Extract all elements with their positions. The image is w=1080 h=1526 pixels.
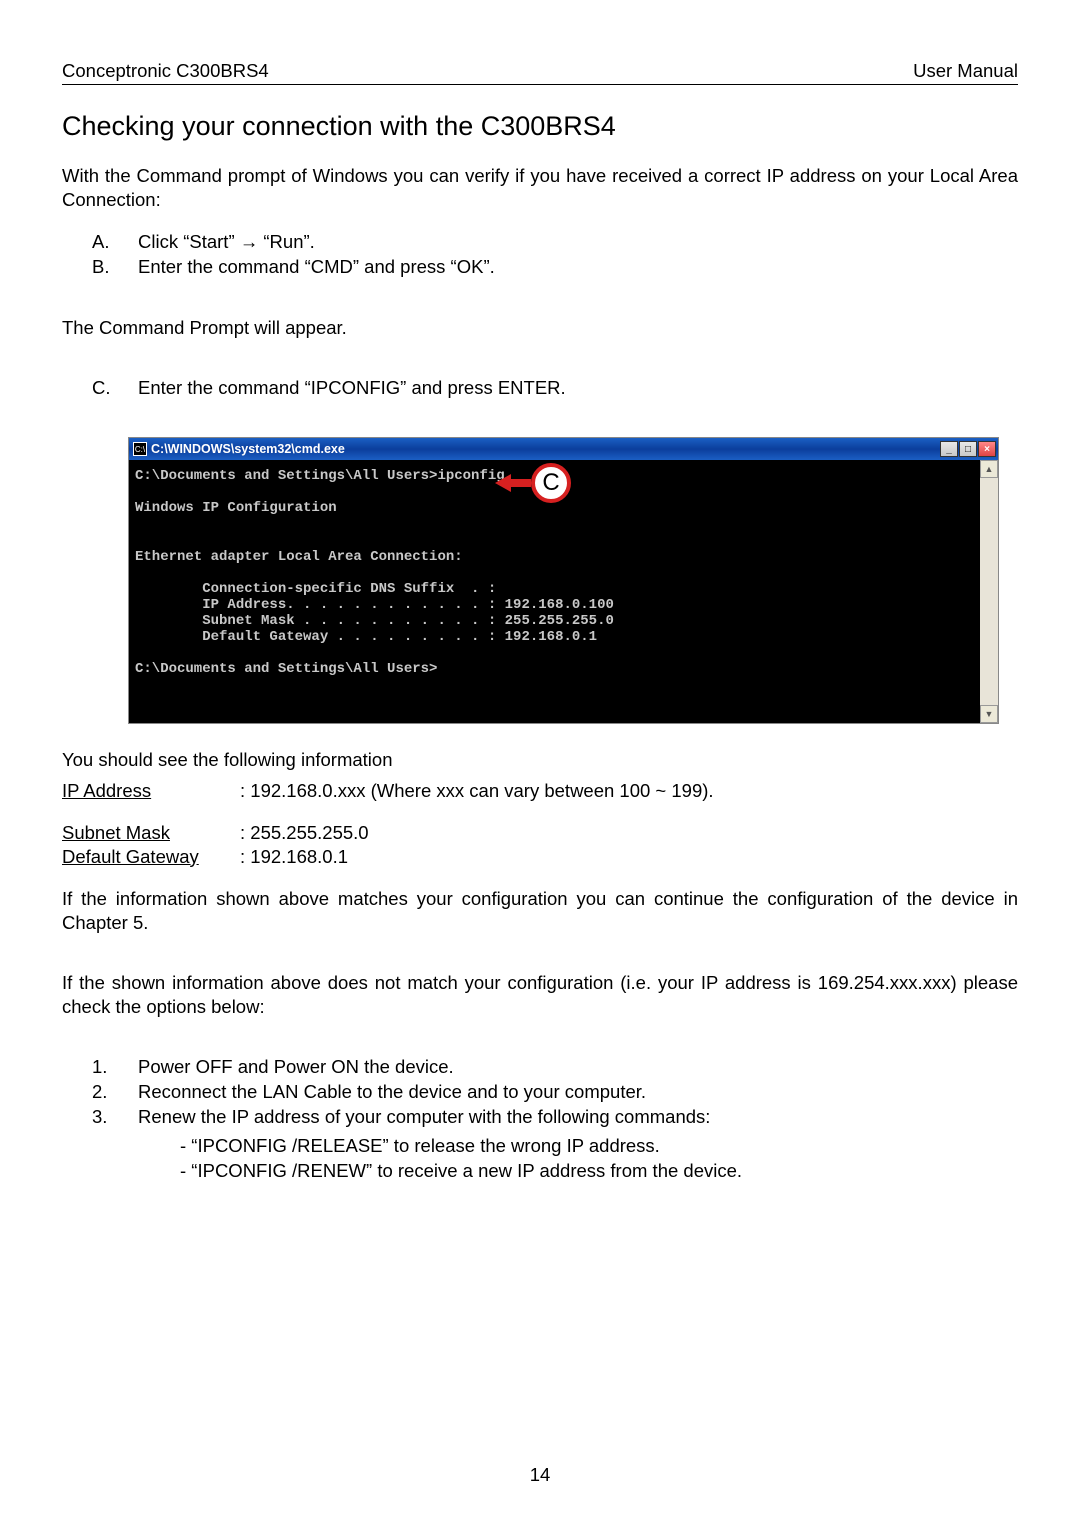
document-page: Conceptronic C300BRS4 User Manual Checki… <box>0 0 1080 1526</box>
prompt-appear-text: The Command Prompt will appear. <box>62 316 1018 340</box>
info-label: Default Gateway <box>62 845 240 869</box>
info-row-gateway: Default Gateway : 192.168.0.1 <box>62 845 1018 869</box>
cmd-body-wrap: C:\Documents and Settings\All Users>ipco… <box>129 460 998 723</box>
match-text: If the information shown above matches y… <box>62 887 1018 935</box>
step-text: Reconnect the LAN Cable to the device an… <box>138 1080 646 1105</box>
step-c-list: C. Enter the command “IPCONFIG” and pres… <box>92 376 1018 401</box>
page-number: 14 <box>0 1464 1080 1486</box>
no-match-text: If the shown information above does not … <box>62 971 1018 1019</box>
cmd-titlebar: C:\ C:\WINDOWS\system32\cmd.exe _ □ × <box>129 438 998 460</box>
section-title: Checking your connection with the C300BR… <box>62 111 1018 142</box>
step-a: A. Click “Start” → “Run”. <box>92 230 1018 255</box>
header-left: Conceptronic C300BRS4 <box>62 60 269 82</box>
close-button[interactable]: × <box>978 441 996 457</box>
cmd-icon: C:\ <box>133 442 147 456</box>
cmd-scrollbar[interactable]: ▲ ▼ <box>980 460 998 723</box>
info-intro: You should see the following information <box>62 748 1018 772</box>
cmd-line: Connection-specific DNS Suffix . : <box>135 581 496 597</box>
header-right: User Manual <box>913 60 1018 82</box>
sub-step-release: - “IPCONFIG /RELEASE” to release the wro… <box>180 1134 1018 1159</box>
steps-ab-list: A. Click “Start” → “Run”. B. Enter the c… <box>92 230 1018 280</box>
step-text: Enter the command “IPCONFIG” and press E… <box>138 376 566 401</box>
info-label: IP Address <box>62 779 240 803</box>
scroll-down-button[interactable]: ▼ <box>980 705 998 723</box>
cmd-window-buttons: _ □ × <box>940 441 996 457</box>
numbered-steps: 1. Power OFF and Power ON the device. 2.… <box>92 1055 1018 1130</box>
step-b: B. Enter the command “CMD” and press “OK… <box>92 255 1018 280</box>
step-number: 2. <box>92 1080 138 1105</box>
sub-step-renew: - “IPCONFIG /RENEW” to receive a new IP … <box>180 1159 1018 1184</box>
step-text: Power OFF and Power ON the device. <box>138 1055 454 1080</box>
cmd-line: Default Gateway . . . . . . . . . : 192.… <box>135 629 597 645</box>
info-value: : 255.255.255.0 <box>240 821 369 845</box>
cmd-line: C:\Documents and Settings\All Users> <box>135 661 437 677</box>
info-label: Subnet Mask <box>62 821 240 845</box>
step-text: Enter the command “CMD” and press “OK”. <box>138 255 495 280</box>
minimize-button[interactable]: _ <box>940 441 958 457</box>
cmd-title-left: C:\ C:\WINDOWS\system32\cmd.exe <box>133 442 345 456</box>
step-c: C. Enter the command “IPCONFIG” and pres… <box>92 376 1018 401</box>
step-text: Click “Start” → “Run”. <box>138 230 315 255</box>
cmd-line: IP Address. . . . . . . . . . . . : 192.… <box>135 597 614 613</box>
step-number: 3. <box>92 1105 138 1130</box>
num-step-3: 3. Renew the IP address of your computer… <box>92 1105 1018 1130</box>
num-step-1: 1. Power OFF and Power ON the device. <box>92 1055 1018 1080</box>
callout-c: C <box>495 463 571 503</box>
subnet-gateway-block: Subnet Mask : 255.255.255.0 Default Gate… <box>62 821 1018 869</box>
info-value: : 192.168.0.1 <box>240 845 348 869</box>
callout-circle: C <box>531 463 571 503</box>
arrow-icon <box>495 474 511 492</box>
step-number: 1. <box>92 1055 138 1080</box>
info-row-subnet: Subnet Mask : 255.255.255.0 <box>62 821 1018 845</box>
step-letter: C. <box>92 376 138 401</box>
cmd-title-text: C:\WINDOWS\system32\cmd.exe <box>151 442 345 456</box>
maximize-button[interactable]: □ <box>959 441 977 457</box>
step-letter: B. <box>92 255 138 280</box>
arrow-stem <box>511 479 531 487</box>
cmd-line: Subnet Mask . . . . . . . . . . . : 255.… <box>135 613 614 629</box>
intro-paragraph: With the Command prompt of Windows you c… <box>62 164 1018 212</box>
step-text: Renew the IP address of your computer wi… <box>138 1105 710 1130</box>
info-value: : 192.168.0.xxx (Where xxx can vary betw… <box>240 779 714 803</box>
cmd-line: Ethernet adapter Local Area Connection: <box>135 549 463 565</box>
ip-info-block: IP Address : 192.168.0.xxx (Where xxx ca… <box>62 779 1018 803</box>
cmd-line: C:\Documents and Settings\All Users>ipco… <box>135 468 505 484</box>
cmd-line: Windows IP Configuration <box>135 500 337 516</box>
info-row-ip: IP Address : 192.168.0.xxx (Where xxx ca… <box>62 779 1018 803</box>
step-letter: A. <box>92 230 138 255</box>
cmd-body: C:\Documents and Settings\All Users>ipco… <box>129 460 980 723</box>
cmd-window: C:\ C:\WINDOWS\system32\cmd.exe _ □ × C:… <box>128 437 999 724</box>
num-step-2: 2. Reconnect the LAN Cable to the device… <box>92 1080 1018 1105</box>
scroll-up-button[interactable]: ▲ <box>980 460 998 478</box>
page-header: Conceptronic C300BRS4 User Manual <box>62 60 1018 85</box>
